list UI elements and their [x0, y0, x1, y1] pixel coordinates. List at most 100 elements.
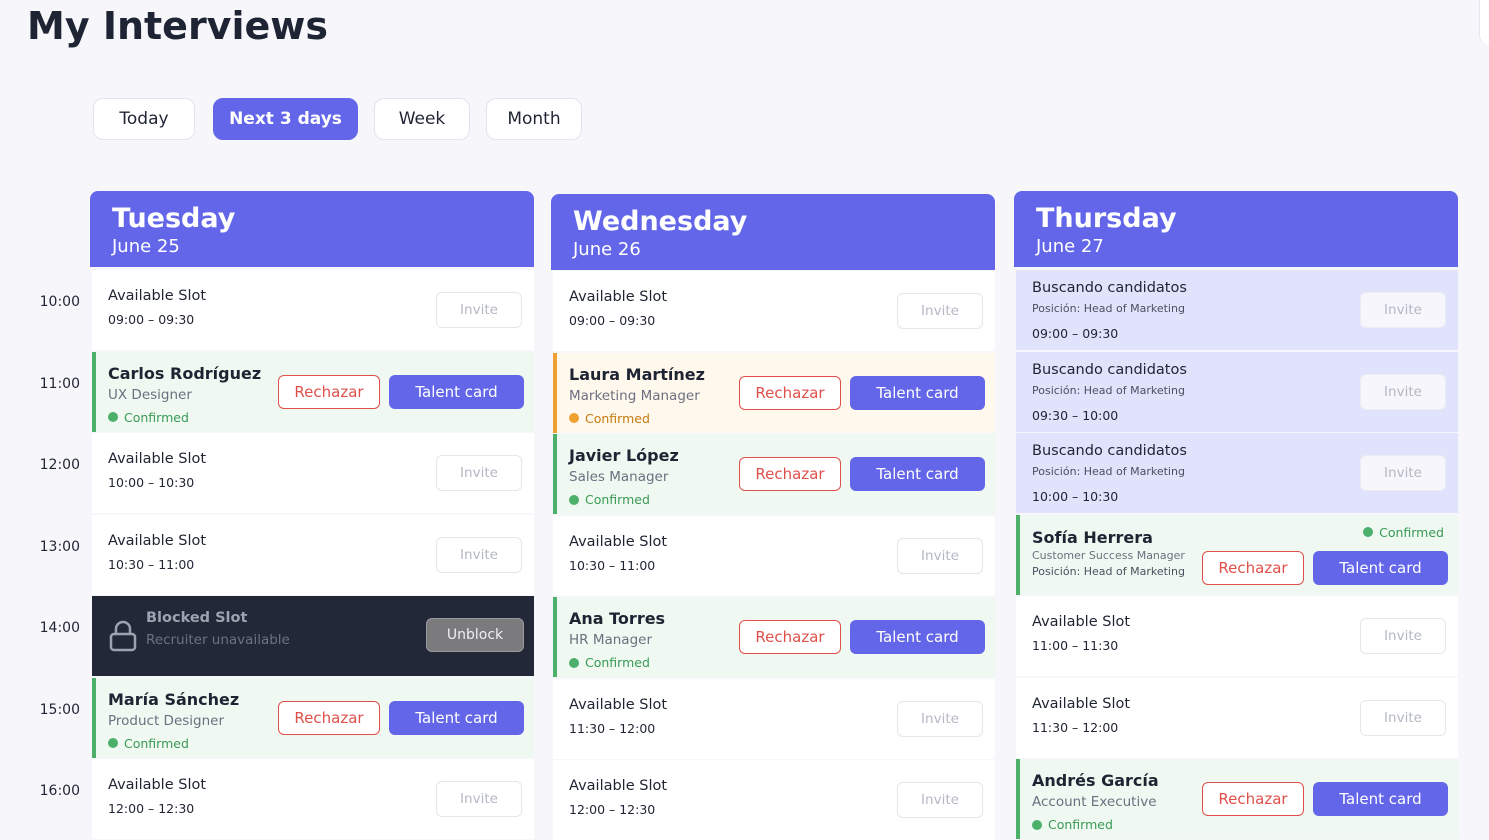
day-header: Thursday June 27: [1014, 191, 1458, 267]
slot-title: Available Slot: [1032, 614, 1131, 630]
invite-button[interactable]: Invite: [897, 700, 983, 737]
talent-card-button[interactable]: Talent card: [850, 620, 985, 654]
invite-button[interactable]: Invite: [897, 782, 983, 818]
slot: Buscando candidatos Posición: Head of Mar…: [1016, 433, 1458, 513]
status-dot: [1363, 527, 1374, 537]
position: Posición: Head of Marketing: [1032, 564, 1185, 578]
slot-title: Buscando candidatos: [1032, 361, 1187, 378]
invite-button[interactable]: Invite: [436, 292, 522, 328]
slot: Available Slot 10:30 – 11:00 Invite: [553, 515, 995, 596]
talent-card-button[interactable]: Talent card: [1313, 550, 1448, 585]
page-title: My Interviews: [27, 4, 328, 48]
reject-button[interactable]: Rechazar: [739, 375, 841, 410]
time-label: 15:00: [39, 701, 80, 718]
candidate-role: Product Designer: [108, 712, 225, 729]
slot-time: 09:00 – 09:30: [108, 312, 195, 327]
candidate-role: UX Designer: [108, 386, 192, 403]
slot: Available Slot 09:00 – 09:30 Invite: [92, 270, 534, 350]
reject-button[interactable]: Rechazar: [739, 457, 841, 491]
slot-time: 11:30 – 12:00: [569, 720, 656, 736]
slot-title: Available Slot: [108, 777, 207, 793]
slot: Blocked Slot Recruiter unavailable Unblock: [92, 596, 534, 676]
slot: Available Slot 12:00 – 12:30 Invite: [92, 759, 534, 839]
day-name: Tuesday: [112, 203, 236, 234]
slot-title: Available Slot: [569, 289, 668, 305]
talent-card-button[interactable]: Talent card: [850, 375, 985, 410]
status: Confirmed: [569, 655, 650, 670]
slot-title: Available Slot: [1032, 695, 1131, 712]
status: Confirmed: [569, 492, 650, 507]
candidate-role: Customer Success Manager: [1032, 548, 1185, 562]
invite-button[interactable]: Invite: [1360, 373, 1446, 410]
slot-title: Available Slot: [108, 532, 207, 549]
invite-button[interactable]: Invite: [1360, 455, 1446, 491]
slot-time: 11:30 – 12:00: [1032, 719, 1119, 735]
slot-subtitle: Recruiter unavailable: [146, 632, 290, 648]
slot-time: 11:00 – 11:30: [1032, 638, 1119, 653]
status: Confirmed: [569, 411, 650, 426]
reject-button[interactable]: Rechazar: [1202, 782, 1304, 816]
unblock-button[interactable]: Unblock: [426, 618, 524, 652]
day-date: June 25: [112, 236, 180, 257]
reject-button[interactable]: Rechazar: [278, 700, 380, 735]
slot: Carlos Rodríguez UX Designer Confirmed Rech…: [92, 351, 534, 432]
candidate-name: Javier López: [569, 446, 679, 465]
invite-button[interactable]: Invite: [436, 781, 522, 817]
tab[interactable]: Next 3 days: [213, 98, 358, 140]
slot: Buscando candidatos Posición: Head of Mar…: [1016, 351, 1458, 432]
invite-button[interactable]: Invite: [897, 293, 983, 329]
status: Confirmed: [1032, 817, 1113, 832]
slot: Available Slot 10:00 – 10:30 Invite: [92, 433, 534, 513]
talent-card-button[interactable]: Talent card: [850, 457, 985, 491]
invite-button[interactable]: Invite: [1360, 699, 1446, 736]
tab[interactable]: Today: [93, 98, 195, 140]
talent-card-button[interactable]: Talent card: [1313, 782, 1448, 816]
invite-button[interactable]: Invite: [436, 455, 522, 491]
status-dot: [569, 494, 579, 505]
slot-title: Available Slot: [569, 696, 668, 713]
candidate-role: Marketing Manager: [569, 387, 700, 404]
talent-card-button[interactable]: Talent card: [389, 700, 524, 735]
day-header: Wednesday June 26: [551, 194, 995, 270]
slot-title: Blocked Slot: [146, 610, 248, 626]
status: Confirmed: [108, 736, 189, 751]
slot-title: Buscando candidatos: [1032, 443, 1187, 459]
status-text: Confirmed: [124, 735, 189, 751]
status-text: Confirmed: [585, 410, 650, 426]
position: Posición: Head of Marketing: [1032, 383, 1185, 397]
time-label: 14:00: [39, 620, 80, 636]
invite-button[interactable]: Invite: [897, 537, 983, 574]
candidate-name: María Sánchez: [108, 689, 240, 709]
status-text: Confirmed: [585, 655, 650, 670]
invite-button[interactable]: Invite: [436, 536, 522, 573]
tab[interactable]: Week: [374, 98, 470, 140]
candidate-role: Account Executive: [1032, 794, 1157, 810]
status-text: Confirmed: [1379, 524, 1444, 540]
tab[interactable]: Month: [486, 98, 582, 140]
day-name: Thursday: [1036, 203, 1177, 234]
slot: Available Slot 10:30 – 11:00 Invite: [92, 514, 534, 595]
reject-button[interactable]: Rechazar: [278, 374, 380, 409]
slot: Available Slot 11:30 – 12:00 Invite: [1016, 677, 1458, 758]
status-dot: [108, 412, 118, 422]
talent-card-button[interactable]: Talent card: [389, 374, 524, 409]
slot-time: 09:00 – 09:30: [569, 313, 656, 328]
reject-button[interactable]: Rechazar: [739, 620, 841, 654]
slot: Sofía Herrera Customer Success Manager Pos…: [1016, 514, 1458, 595]
status-dot: [569, 657, 579, 668]
slot-title: Available Slot: [108, 451, 207, 467]
day-date: June 26: [573, 239, 641, 260]
slot: Available Slot 12:00 – 12:30 Invite: [553, 760, 995, 840]
status: Confirmed: [1363, 525, 1444, 540]
invite-button[interactable]: Invite: [1360, 292, 1446, 328]
day-header: Tuesday June 25: [90, 191, 534, 267]
slot: Ana Torres HR Manager Confirmed Rechazar Tal…: [553, 597, 995, 677]
slot-title: Available Slot: [569, 533, 668, 550]
reject-button[interactable]: Rechazar: [1202, 550, 1304, 585]
candidate-name: Sofía Herrera: [1032, 527, 1153, 547]
slot-title: Available Slot: [108, 288, 207, 304]
invite-button[interactable]: Invite: [1360, 618, 1446, 654]
time-label: 12:00: [39, 457, 80, 473]
status-text: Confirmed: [585, 492, 650, 507]
